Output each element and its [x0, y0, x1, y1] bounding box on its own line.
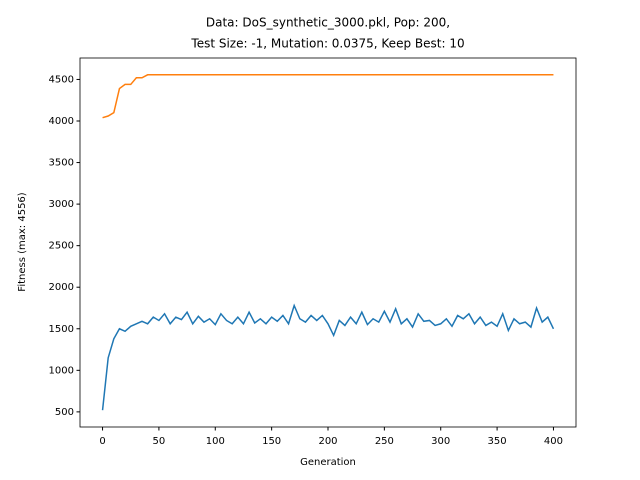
y-tick-label: 4000: [49, 116, 74, 127]
series-line: [102, 74, 554, 119]
x-tick-label: 0: [99, 436, 105, 447]
x-tick-label: 350: [488, 436, 507, 447]
y-axis-label: Fitness (max: 4556): [17, 192, 28, 291]
y-tick-label: 1000: [49, 365, 74, 376]
x-tick-label: 400: [544, 436, 563, 447]
series-line: [101, 303, 555, 411]
x-tick-label: 100: [206, 436, 225, 447]
x-tick-label: 300: [431, 436, 450, 447]
x-tick-label: 200: [318, 436, 337, 447]
x-axis-label: Generation: [300, 457, 356, 468]
y-tick-label: 2500: [49, 241, 74, 252]
y-tick-label: 3500: [49, 158, 74, 169]
x-tick-label: 50: [153, 436, 166, 447]
y-tick-label: 3000: [49, 199, 74, 210]
x-tick-label: 150: [262, 436, 281, 447]
y-tick-label: 4500: [49, 74, 74, 85]
y-tick-label: 1500: [49, 324, 74, 335]
y-tick-label: 2000: [49, 282, 74, 293]
y-tick-label: 500: [55, 407, 74, 418]
plot-frame: [79, 57, 577, 428]
chart-title: Data: DoS_synthetic_3000.pkl, Pop: 200,: [206, 16, 450, 30]
chart-title: Test Size: -1, Mutation: 0.0375, Keep Be…: [190, 37, 464, 51]
x-tick-label: 250: [375, 436, 394, 447]
